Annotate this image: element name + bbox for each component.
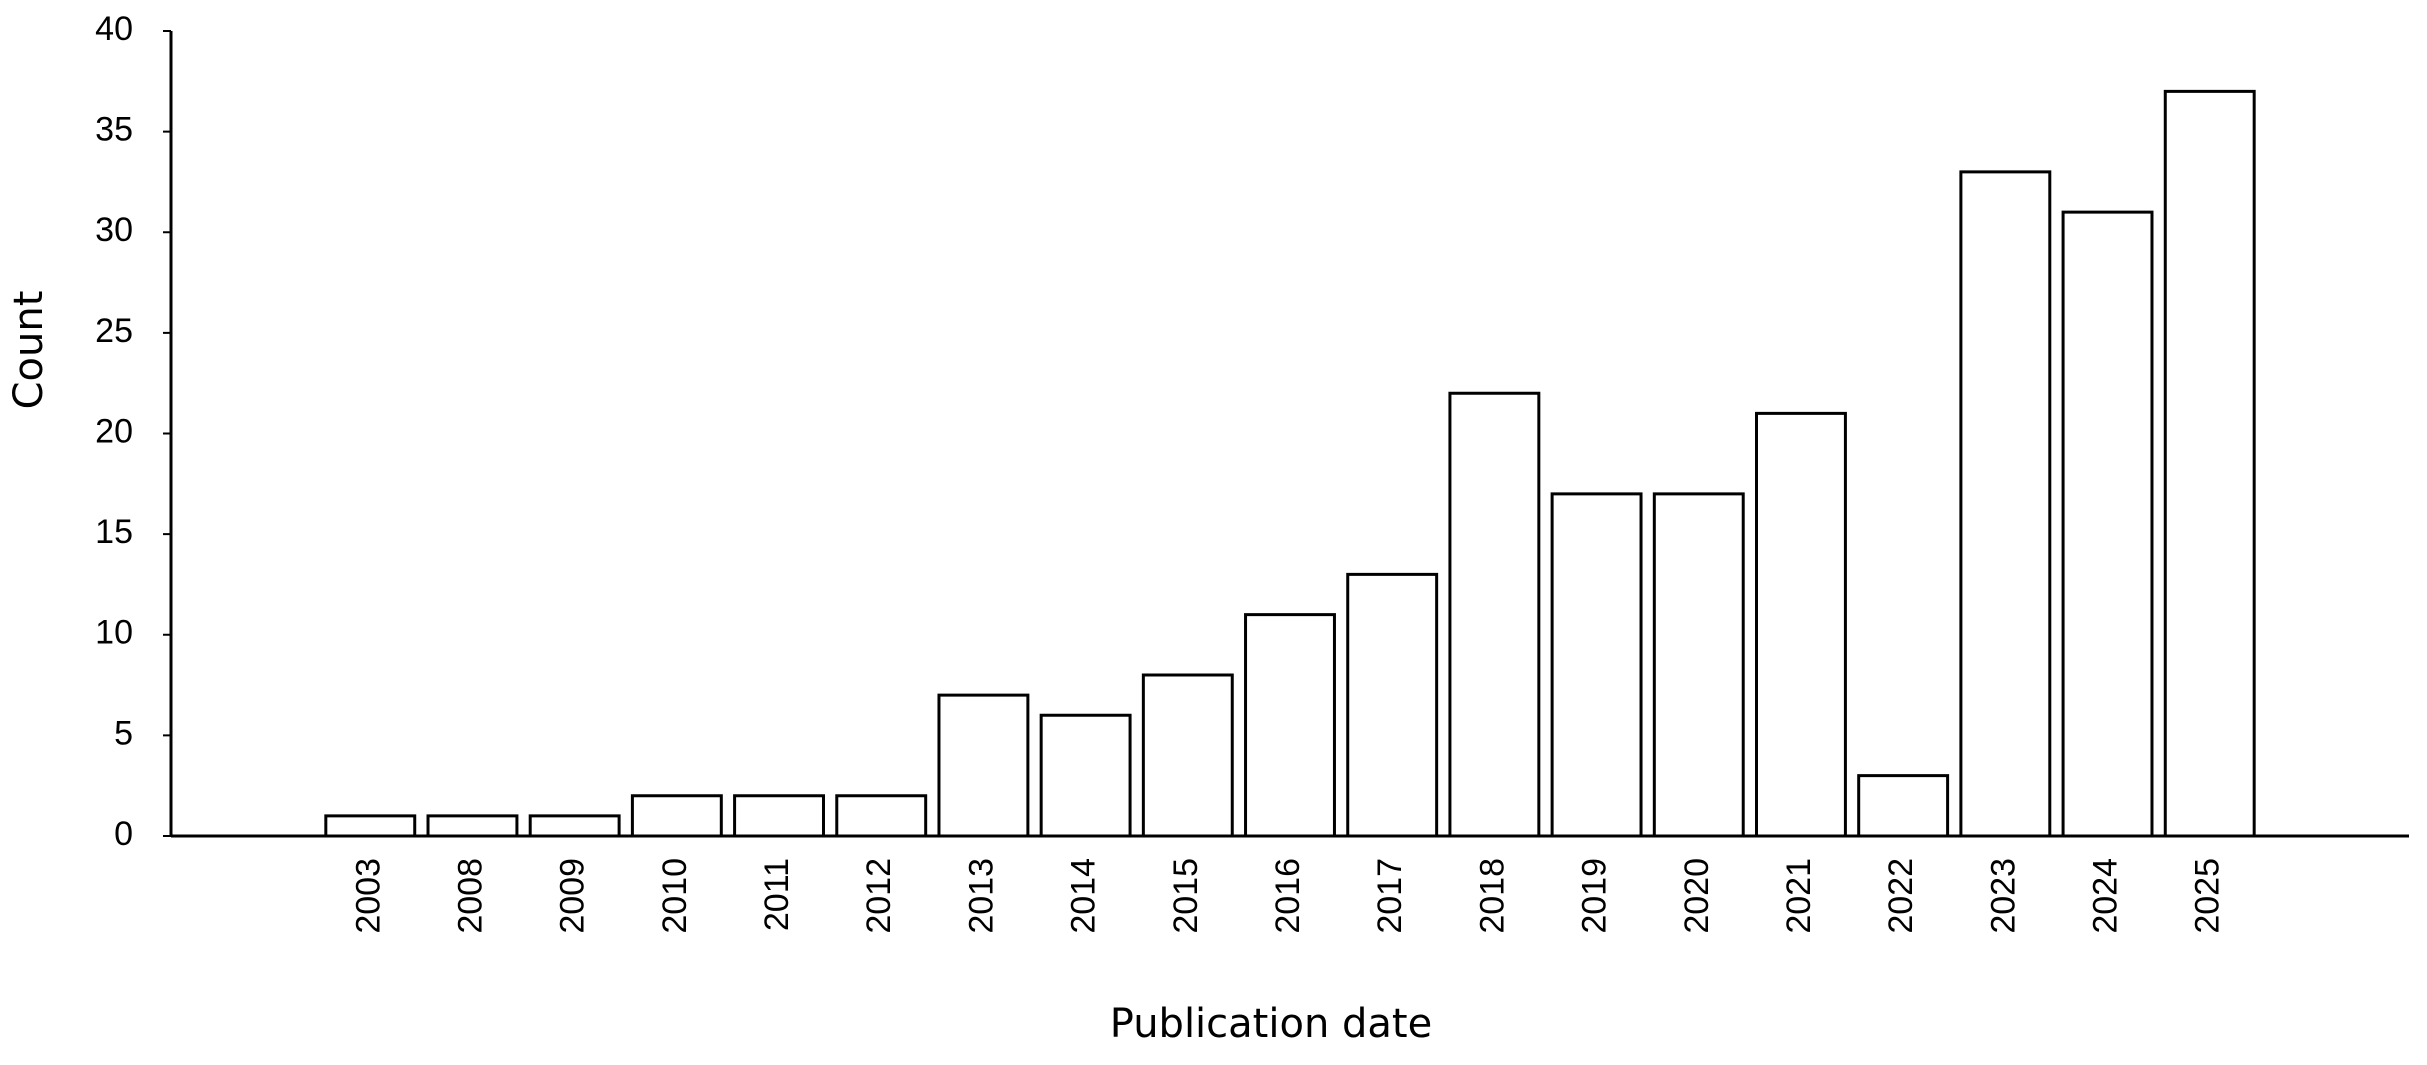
y-tick-label: 5 [114,714,133,752]
y-tick-label: 40 [95,10,133,48]
x-tick-label: 2018 [1473,858,1511,934]
bar [835,794,928,838]
x-tick-label: 2013 [962,858,1000,934]
bar [1346,572,1439,838]
x-tick-label: 2024 [2087,858,2125,934]
x-tick-label: 2014 [1065,858,1103,934]
bar [1550,492,1643,838]
y-tick-label: 0 [114,815,133,853]
y-axis-title: Count [6,291,52,410]
x-tick-label: 2022 [1882,858,1920,934]
x-tick-label: 2025 [2189,858,2227,934]
x-tick-label: 2021 [1780,858,1818,934]
x-tick-label: 2008 [451,858,489,934]
y-tick-label: 10 [95,614,133,652]
x-tick-label: 2015 [1167,858,1205,934]
bar [2061,210,2154,838]
bar [1244,613,1336,838]
y-tick-label: 20 [95,412,133,450]
y-tick-label: 30 [95,211,133,249]
bar [1448,391,1541,838]
x-tick-label: 2010 [656,858,694,934]
bar [937,693,1030,838]
bar [1959,170,2052,838]
x-tick-label: 2012 [860,858,898,934]
x-tick-label: 2009 [554,858,592,934]
bar [630,794,723,838]
x-tick-label: 2019 [1576,858,1614,934]
bar [324,814,417,838]
y-tick-label: 15 [95,513,133,551]
bar [426,814,519,838]
bar [2163,89,2256,838]
x-tick-label: 2016 [1269,858,1307,934]
x-axis-title: Publication date [1110,1001,1432,1047]
bar [1141,673,1234,838]
x-tick-label: 2011 [758,858,796,931]
bar [528,814,621,838]
bar [1652,492,1745,838]
x-tick-label: 2017 [1371,858,1409,934]
x-tick-label: 2020 [1678,858,1716,934]
bar [1039,713,1132,838]
bar [1755,411,1847,838]
bar [733,794,825,838]
y-tick-label: 25 [95,312,133,350]
x-tick-label: 2003 [349,858,387,934]
bar [1857,774,1950,838]
x-tick-label: 2023 [1984,858,2022,934]
y-tick-label: 35 [95,111,133,149]
